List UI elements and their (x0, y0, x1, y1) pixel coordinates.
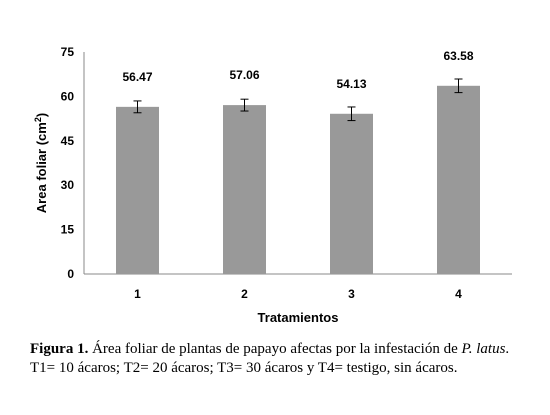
caption-species: P. latus (461, 341, 506, 357)
x-tick-label-4: 4 (455, 287, 462, 301)
caption-text: Área foliar de plantas de papayo afectas… (92, 341, 458, 357)
bar-2 (223, 105, 266, 274)
y-axis-title-superscript: 2 (33, 117, 43, 122)
y-tick-label: 75 (61, 45, 75, 59)
error-bar-3 (347, 106, 356, 122)
x-axis-title: Tratamientos (258, 310, 339, 325)
bar-4 (437, 85, 480, 275)
y-axis-title-close: ) (34, 113, 49, 117)
x-tick-label-2: 2 (241, 287, 248, 301)
data-labels: 56.47 57.06 54.13 63.58 (122, 49, 473, 91)
figure-label: Figura 1. (30, 341, 89, 357)
data-label-4: 63.58 (443, 49, 473, 63)
error-bars (133, 78, 463, 122)
data-label-3: 54.13 (336, 77, 366, 91)
x-tick-label-1: 1 (134, 287, 141, 301)
y-tick-label: 30 (61, 178, 75, 192)
y-tick-label: 15 (61, 223, 75, 237)
y-axis-title-main: Area foliar (cm (34, 122, 49, 213)
figure-caption: Figura 1. Área foliar de plantas de papa… (30, 340, 535, 378)
bar-chart: 0 15 30 45 60 75 1 2 3 4 56.47 57.06 54.13 63.58 Tr… (33, 45, 512, 325)
error-bar-2 (240, 98, 249, 112)
y-tick-label: 0 (67, 267, 74, 281)
error-bar-4 (454, 78, 463, 94)
data-label-1: 56.47 (122, 70, 152, 84)
data-label-2: 57.06 (229, 68, 259, 82)
x-tick-labels: 1 2 3 4 (134, 287, 462, 301)
x-tick-label-3: 3 (348, 287, 355, 301)
y-tick-label: 60 (61, 89, 75, 103)
bars (116, 85, 480, 275)
bar-1 (116, 106, 159, 274)
error-bar-1 (133, 100, 142, 114)
y-tick-labels: 0 15 30 45 60 75 (61, 45, 75, 281)
caption-text-end: . T1= 10 ácaros; T2= 20 ácaros; T3= 30 á… (30, 341, 510, 376)
y-tick-label: 45 (61, 134, 75, 148)
y-axis-title: Area foliar (cm2) (33, 113, 49, 213)
bar-3 (330, 113, 373, 274)
